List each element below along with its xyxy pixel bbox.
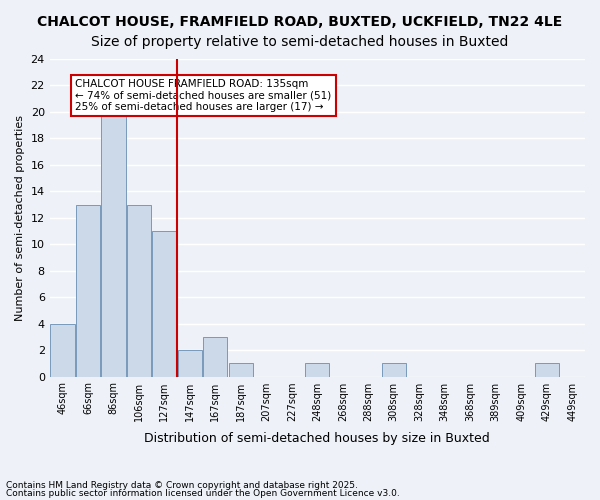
Bar <box>50 324 74 376</box>
Bar <box>152 231 176 376</box>
Text: CHALCOT HOUSE FRAMFIELD ROAD: 135sqm
← 74% of semi-detached houses are smaller (: CHALCOT HOUSE FRAMFIELD ROAD: 135sqm ← 7… <box>75 79 331 112</box>
Text: CHALCOT HOUSE, FRAMFIELD ROAD, BUXTED, UCKFIELD, TN22 4LE: CHALCOT HOUSE, FRAMFIELD ROAD, BUXTED, U… <box>37 15 563 29</box>
Bar <box>127 204 151 376</box>
Bar <box>229 364 253 376</box>
Y-axis label: Number of semi-detached properties: Number of semi-detached properties <box>15 115 25 321</box>
X-axis label: Distribution of semi-detached houses by size in Buxted: Distribution of semi-detached houses by … <box>145 432 490 445</box>
Text: Contains public sector information licensed under the Open Government Licence v3: Contains public sector information licen… <box>6 488 400 498</box>
Bar <box>178 350 202 376</box>
Text: Size of property relative to semi-detached houses in Buxted: Size of property relative to semi-detach… <box>91 35 509 49</box>
Bar <box>203 337 227 376</box>
Bar <box>76 204 100 376</box>
Bar <box>305 364 329 376</box>
Bar <box>382 364 406 376</box>
Text: Contains HM Land Registry data © Crown copyright and database right 2025.: Contains HM Land Registry data © Crown c… <box>6 481 358 490</box>
Bar <box>101 112 125 376</box>
Bar <box>535 364 559 376</box>
